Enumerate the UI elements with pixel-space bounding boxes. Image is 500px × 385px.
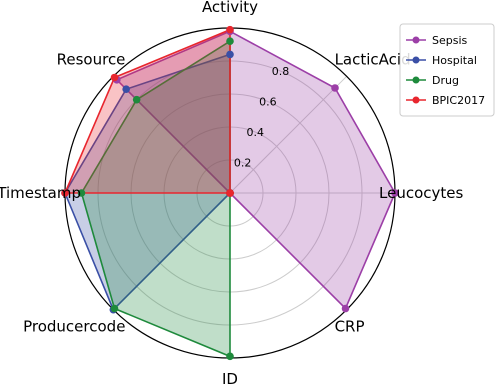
category-label: CRP xyxy=(335,318,365,336)
legend-label: Hospital xyxy=(432,54,477,67)
marker xyxy=(122,85,130,93)
legend-marker xyxy=(412,96,420,104)
category-label: Resource xyxy=(57,50,126,68)
marker xyxy=(226,189,234,197)
r-tick-label: 0.2 xyxy=(234,157,252,170)
category-label: Activity xyxy=(202,0,258,16)
marker xyxy=(391,189,399,197)
marker xyxy=(110,73,119,82)
legend-label: Sepsis xyxy=(432,34,468,47)
r-tick-label: 0.6 xyxy=(259,96,277,109)
spoke xyxy=(229,75,348,194)
marker xyxy=(77,189,86,197)
category-label: LacticAcid xyxy=(335,50,411,68)
marker xyxy=(226,37,234,45)
category-label: Producercode xyxy=(23,318,125,336)
marker xyxy=(61,189,69,197)
category-label: Timestamp xyxy=(0,184,81,202)
legend-label: Drug xyxy=(432,74,459,87)
r-tick-label: 0.8 xyxy=(272,65,290,78)
marker xyxy=(331,84,339,92)
marker xyxy=(226,50,234,59)
category-label: Leucocytes xyxy=(379,184,463,202)
r-tick-label: 0.4 xyxy=(247,126,265,139)
marker xyxy=(132,95,141,104)
legend-label: BPIC2017 xyxy=(432,94,485,107)
category-label: ID xyxy=(222,370,238,385)
legend-marker xyxy=(412,36,420,44)
legend-marker xyxy=(412,76,420,84)
marker xyxy=(110,304,119,313)
legend-box xyxy=(399,23,495,117)
legend-marker xyxy=(412,56,420,64)
marker xyxy=(226,352,234,361)
marker xyxy=(341,304,350,313)
marker xyxy=(226,25,234,34)
